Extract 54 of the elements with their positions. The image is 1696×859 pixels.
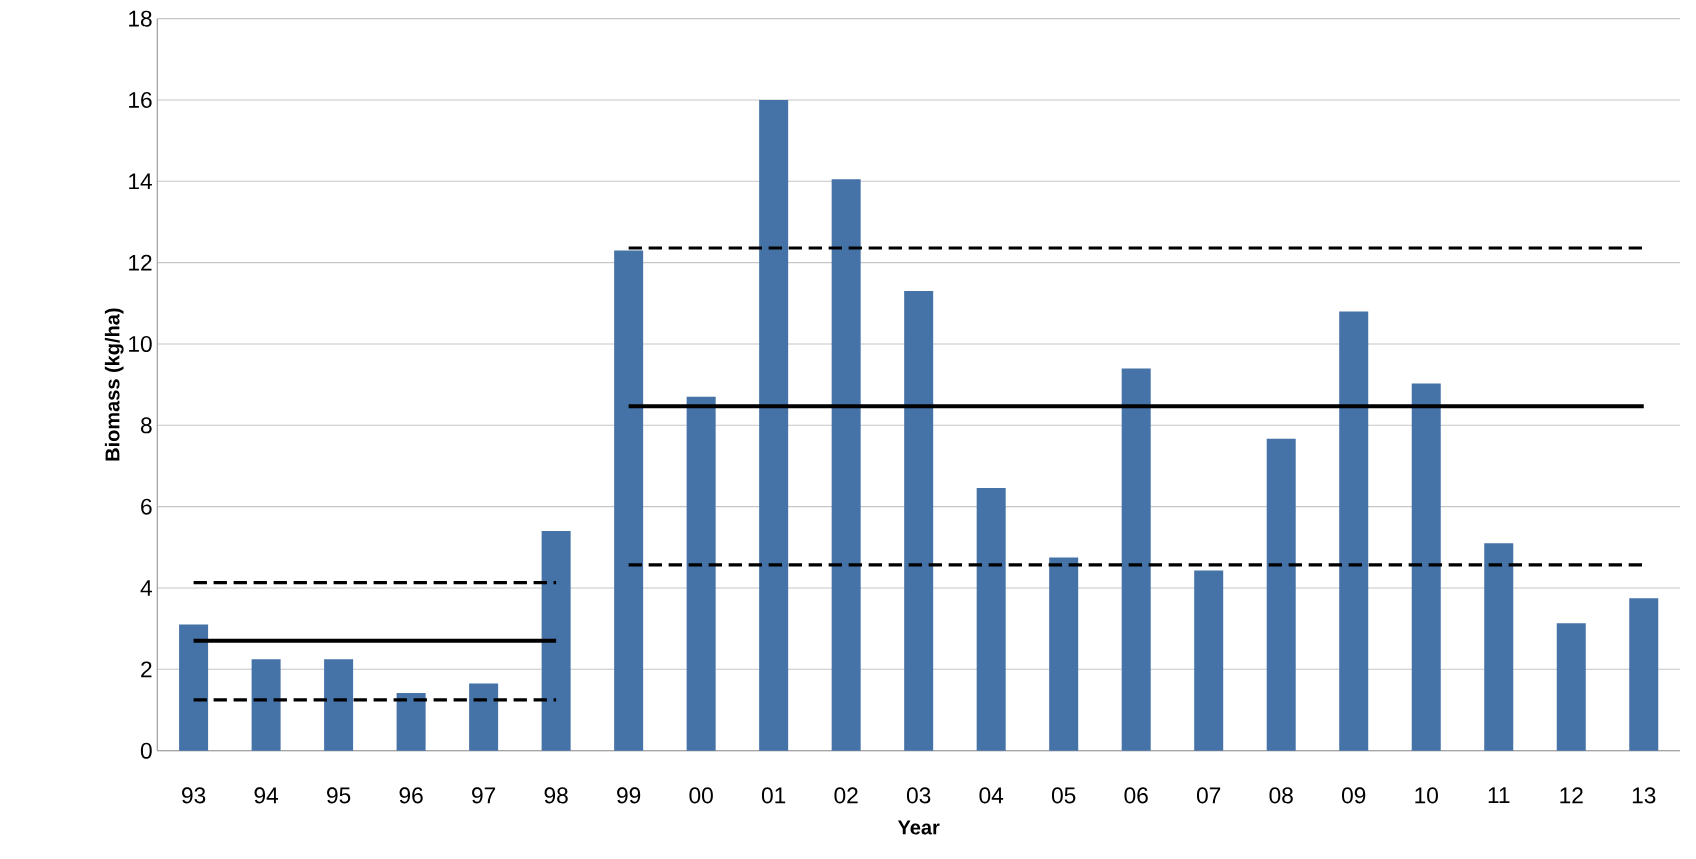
x-tick-label: 04	[979, 787, 1004, 804]
bar	[614, 250, 644, 751]
bar	[251, 659, 281, 751]
x-tick-label: 99	[617, 787, 641, 804]
bar	[1339, 311, 1369, 751]
y-tick-label: 16	[129, 92, 152, 109]
x-tick-label: 08	[1269, 787, 1293, 804]
x-tick-label: 98	[544, 787, 568, 804]
bar	[1411, 383, 1441, 751]
bar	[1121, 368, 1151, 751]
bar	[396, 693, 426, 751]
x-tick-label: 01	[761, 787, 786, 804]
x-tick-label: 12	[1560, 787, 1583, 804]
x-tick-label: 11	[1488, 787, 1510, 804]
bar	[324, 659, 354, 751]
y-tick-label: 14	[129, 173, 152, 190]
x-tick-label: 94	[254, 787, 279, 804]
bar	[541, 531, 571, 751]
bar	[1629, 598, 1659, 751]
bar	[759, 100, 789, 751]
y-tick-label: 0	[140, 742, 152, 759]
bar	[179, 624, 209, 751]
y-tick-label: 8	[141, 417, 152, 434]
x-tick-label: 00	[689, 787, 713, 804]
bar	[831, 179, 861, 751]
y-axis-title: Biomass (kg/ha)	[104, 308, 124, 461]
x-tick-label: 06	[1124, 787, 1148, 804]
bar	[1556, 623, 1586, 751]
x-tick-label: 02	[834, 787, 858, 804]
bar	[686, 397, 716, 751]
y-tick-label: 2	[141, 661, 152, 678]
x-tick-label: 09	[1341, 787, 1366, 804]
y-tick-label: 12	[129, 254, 152, 271]
x-tick-label: 10	[1415, 787, 1438, 804]
x-tick-label: 93	[182, 787, 206, 804]
x-tick-label: 97	[472, 787, 496, 804]
x-tick-label: 03	[906, 787, 931, 804]
bar	[904, 291, 934, 751]
y-tick-label: 6	[141, 498, 152, 515]
y-tick-label: 10	[129, 336, 152, 353]
bar	[1194, 570, 1224, 751]
bar	[1266, 438, 1296, 751]
bar	[1484, 543, 1514, 751]
x-tick-label: 96	[399, 787, 423, 804]
x-tick-label: 13	[1632, 787, 1656, 804]
x-tick-label: 95	[327, 787, 351, 804]
bar	[1049, 557, 1079, 751]
x-tick-label: 07	[1196, 787, 1221, 804]
x-axis-title: Year	[897, 820, 940, 835]
y-tick-label: 4	[140, 580, 152, 596]
y-tick-label: 18	[129, 10, 152, 27]
bar	[976, 488, 1006, 751]
bar	[469, 683, 499, 751]
x-tick-label: 05	[1051, 787, 1076, 804]
